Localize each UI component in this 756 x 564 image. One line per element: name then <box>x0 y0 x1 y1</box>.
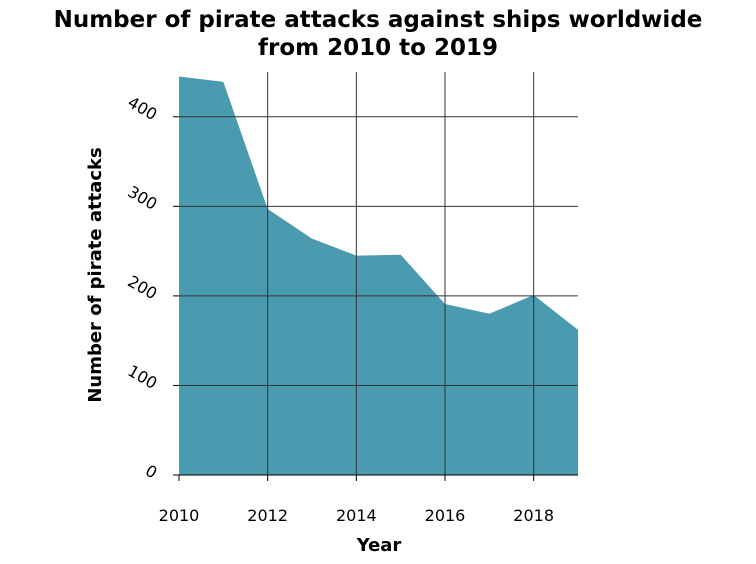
y-tick-label-300: 300 <box>125 182 161 214</box>
y-tick-label-100: 100 <box>125 361 161 393</box>
y-tick-label-200: 200 <box>125 272 161 304</box>
x-tick-label-2012: 2012 <box>247 506 288 525</box>
axis-layer <box>173 116 578 481</box>
x-tick-label-2018: 2018 <box>513 506 554 525</box>
x-tick-label-2014: 2014 <box>336 506 377 525</box>
grid-layer <box>179 72 578 475</box>
x-tick-label-2016: 2016 <box>425 506 466 525</box>
x-axis-title: Year <box>356 535 402 556</box>
y-tick-label-400: 400 <box>125 93 161 125</box>
area-layer <box>179 76 578 475</box>
chart-title: Number of pirate attacks against ships w… <box>0 6 756 62</box>
chart-title-line-2: from 2010 to 2019 <box>258 35 498 61</box>
y-tick-label-0: 0 <box>142 461 160 483</box>
pirate-attacks-area <box>179 76 578 475</box>
x-tick-label-2010: 2010 <box>159 506 200 525</box>
y-axis-title: Number of pirate attacks <box>85 147 106 402</box>
chart-title-line-1: Number of pirate attacks against ships w… <box>53 7 703 33</box>
